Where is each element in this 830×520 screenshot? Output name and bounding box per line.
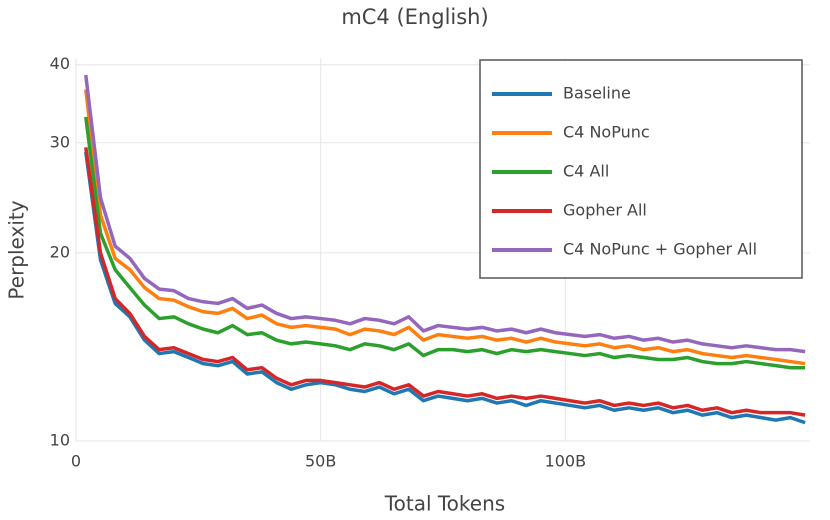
series-line bbox=[84, 147, 806, 417]
y-axis-title: Perplexity bbox=[5, 200, 29, 299]
x-axis-title: Total Tokens bbox=[384, 492, 505, 516]
x-tick-label: 0 bbox=[71, 452, 81, 471]
chart-title: mC4 (English) bbox=[341, 5, 488, 29]
legend-label: C4 NoPunc bbox=[563, 123, 650, 142]
series-line bbox=[84, 89, 806, 366]
series-line bbox=[84, 116, 806, 370]
legend-label: C4 All bbox=[563, 162, 609, 181]
legend-label: C4 NoPunc + Gopher All bbox=[563, 240, 757, 259]
x-tick-label: 50B bbox=[305, 452, 336, 471]
series-line bbox=[84, 74, 806, 354]
y-tick-label: 20 bbox=[50, 242, 70, 261]
x-tick-label: 100B bbox=[545, 452, 587, 471]
y-tick-label: 40 bbox=[50, 54, 70, 73]
series-line bbox=[84, 151, 806, 425]
legend-box bbox=[479, 59, 803, 279]
legend-label: Baseline bbox=[563, 84, 631, 103]
legend-label: Gopher All bbox=[563, 201, 647, 220]
y-tick-label: 10 bbox=[50, 431, 70, 450]
y-tick-label: 30 bbox=[50, 132, 70, 151]
